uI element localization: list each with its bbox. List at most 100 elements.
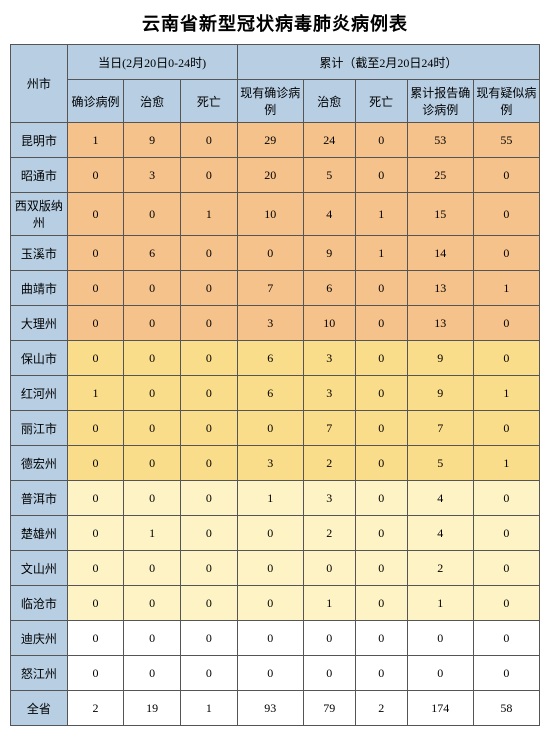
value-cell: 1 (355, 193, 407, 236)
value-cell: 1 (67, 376, 124, 411)
value-cell: 6 (303, 271, 355, 306)
value-cell: 24 (303, 123, 355, 158)
value-cell: 3 (303, 376, 355, 411)
city-cell: 玉溪市 (11, 236, 68, 271)
city-cell: 大理州 (11, 306, 68, 341)
value-cell: 0 (473, 193, 539, 236)
value-cell: 0 (124, 621, 181, 656)
value-cell: 0 (67, 621, 124, 656)
value-cell: 1 (303, 586, 355, 621)
table-row: 昭通市0302050250 (11, 158, 540, 193)
value-cell: 3 (303, 341, 355, 376)
value-cell: 0 (67, 481, 124, 516)
value-cell: 0 (355, 656, 407, 691)
table-row: 玉溪市060091140 (11, 236, 540, 271)
th-cum-suspected: 现有疑似病例 (473, 80, 539, 123)
value-cell: 0 (473, 158, 539, 193)
value-cell: 0 (124, 193, 181, 236)
value-cell: 0 (180, 341, 237, 376)
value-cell: 9 (124, 123, 181, 158)
city-cell: 文山州 (11, 551, 68, 586)
table-row: 普洱市00013040 (11, 481, 540, 516)
value-cell: 0 (124, 271, 181, 306)
value-cell: 0 (237, 656, 303, 691)
value-cell: 0 (355, 411, 407, 446)
value-cell: 0 (407, 621, 473, 656)
city-cell: 临沧市 (11, 586, 68, 621)
value-cell: 3 (303, 481, 355, 516)
value-cell: 0 (67, 446, 124, 481)
value-cell: 0 (237, 236, 303, 271)
value-cell: 0 (180, 236, 237, 271)
value-cell: 1 (473, 446, 539, 481)
value-cell: 9 (407, 376, 473, 411)
value-cell: 0 (303, 621, 355, 656)
value-cell: 0 (473, 516, 539, 551)
table-row: 曲靖市000760131 (11, 271, 540, 306)
city-cell: 怒江州 (11, 656, 68, 691)
value-cell: 0 (67, 271, 124, 306)
value-cell: 0 (180, 123, 237, 158)
value-cell: 0 (355, 621, 407, 656)
value-cell: 93 (237, 691, 303, 726)
value-cell: 3 (124, 158, 181, 193)
value-cell: 1 (355, 236, 407, 271)
value-cell: 0 (67, 411, 124, 446)
value-cell: 7 (303, 411, 355, 446)
value-cell: 0 (473, 621, 539, 656)
table-row: 丽江市00007070 (11, 411, 540, 446)
value-cell: 0 (180, 656, 237, 691)
value-cell: 0 (473, 656, 539, 691)
value-cell: 4 (407, 516, 473, 551)
value-cell: 0 (355, 516, 407, 551)
th-city: 州市 (11, 45, 68, 123)
value-cell: 0 (124, 306, 181, 341)
value-cell: 2 (67, 691, 124, 726)
page-title: 云南省新型冠状病毒肺炎病例表 (10, 10, 540, 36)
city-cell: 红河州 (11, 376, 68, 411)
value-cell: 7 (407, 411, 473, 446)
value-cell: 0 (124, 551, 181, 586)
city-cell: 西双版纳州 (11, 193, 68, 236)
value-cell: 9 (303, 236, 355, 271)
total-row: 全省21919379217458 (11, 691, 540, 726)
value-cell: 0 (180, 446, 237, 481)
value-cell: 20 (237, 158, 303, 193)
value-cell: 10 (303, 306, 355, 341)
value-cell: 0 (67, 193, 124, 236)
th-cum-cured: 治愈 (303, 80, 355, 123)
value-cell: 0 (473, 306, 539, 341)
value-cell: 0 (355, 446, 407, 481)
value-cell: 0 (355, 123, 407, 158)
value-cell: 1 (124, 516, 181, 551)
value-cell: 5 (407, 446, 473, 481)
value-cell: 0 (124, 446, 181, 481)
value-cell: 6 (124, 236, 181, 271)
value-cell: 5 (303, 158, 355, 193)
value-cell: 0 (67, 341, 124, 376)
value-cell: 0 (303, 656, 355, 691)
value-cell: 0 (180, 158, 237, 193)
value-cell: 1 (180, 193, 237, 236)
value-cell: 0 (180, 411, 237, 446)
th-day-cured: 治愈 (124, 80, 181, 123)
table-row: 迪庆州00000000 (11, 621, 540, 656)
value-cell: 0 (180, 306, 237, 341)
value-cell: 0 (473, 551, 539, 586)
value-cell: 0 (237, 586, 303, 621)
th-cum-existing: 现有确诊病例 (237, 80, 303, 123)
value-cell: 0 (355, 158, 407, 193)
value-cell: 0 (124, 586, 181, 621)
th-cum-group: 累计（截至2月20日24时） (237, 45, 539, 80)
value-cell: 0 (67, 656, 124, 691)
value-cell: 0 (355, 376, 407, 411)
city-cell: 保山市 (11, 341, 68, 376)
th-day-group: 当日(2月20日0-24时) (67, 45, 237, 80)
cases-table: 州市 当日(2月20日0-24时) 累计（截至2月20日24时） 确诊病例 治愈… (10, 44, 540, 726)
value-cell: 10 (237, 193, 303, 236)
table-row: 文山州00000020 (11, 551, 540, 586)
th-cum-reported: 累计报告确诊病例 (407, 80, 473, 123)
value-cell: 1 (67, 123, 124, 158)
value-cell: 0 (473, 236, 539, 271)
value-cell: 0 (67, 586, 124, 621)
